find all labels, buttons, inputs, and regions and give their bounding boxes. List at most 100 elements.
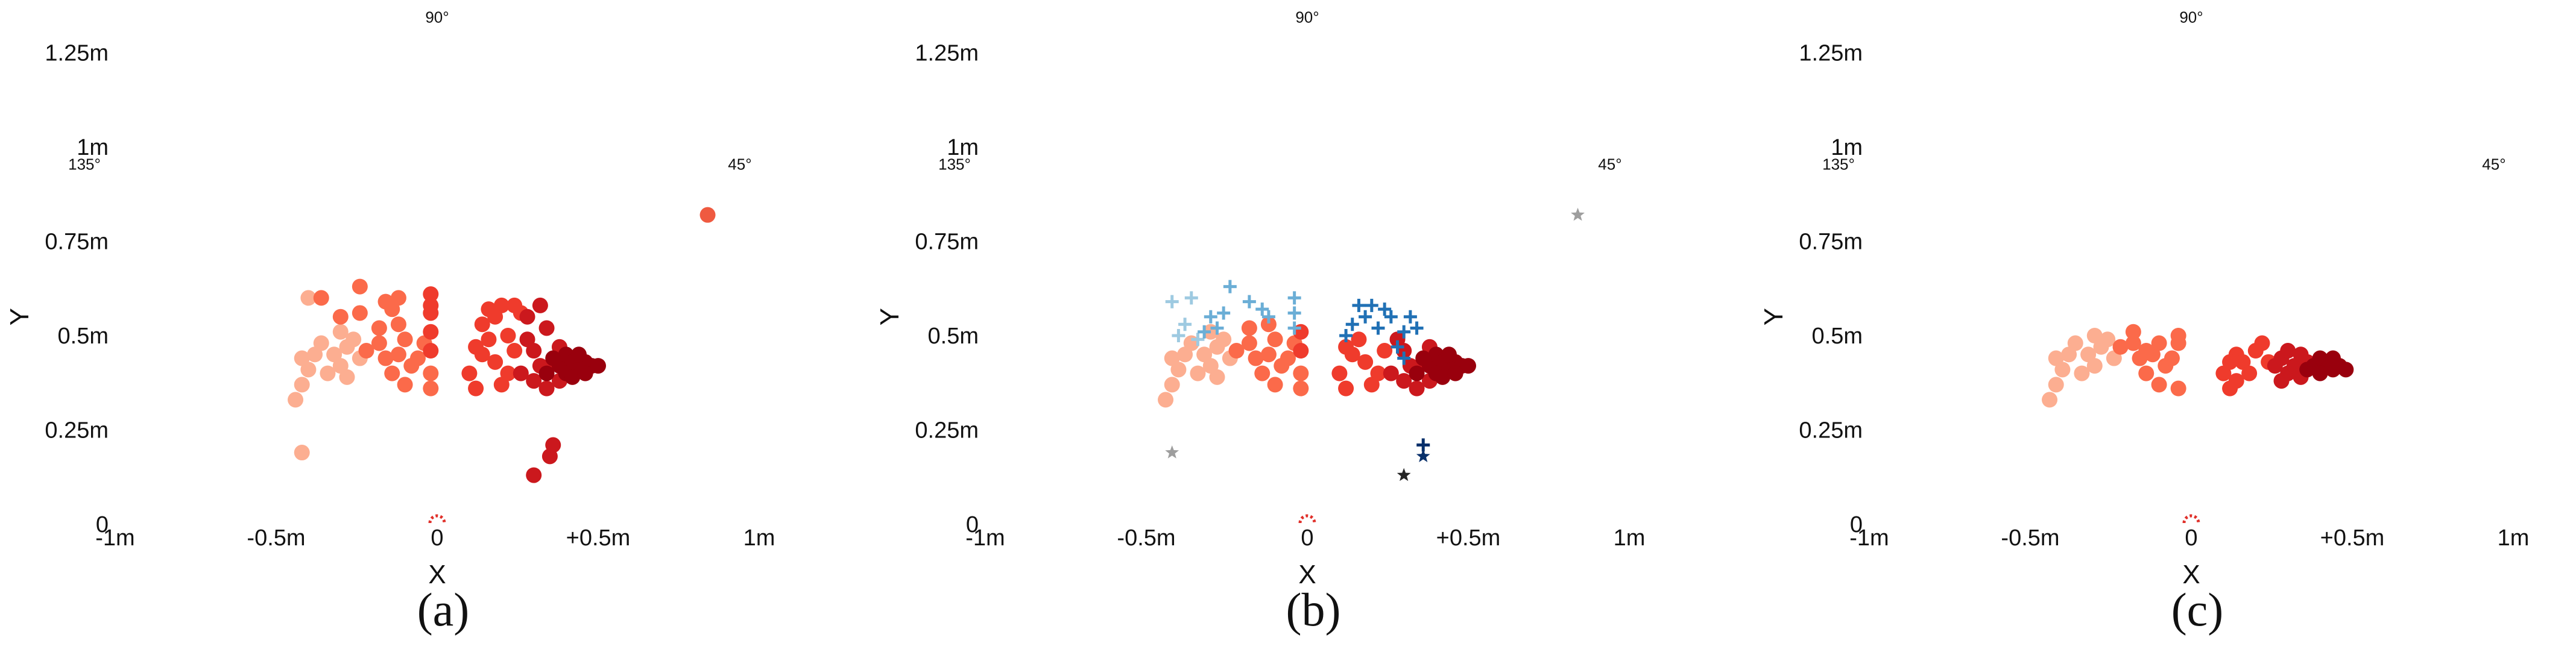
data-point <box>352 278 368 295</box>
data-point <box>409 350 426 366</box>
data-point <box>538 365 555 381</box>
origin-sensor-marker <box>1298 514 1316 524</box>
data-point <box>1351 331 1367 348</box>
data-point <box>346 331 362 348</box>
data-point <box>2048 377 2064 393</box>
y-tick-label: 0.75m <box>45 230 109 255</box>
data-point <box>423 297 439 313</box>
x-axis-title: X <box>2182 560 2200 589</box>
data-point-plus <box>1371 321 1385 335</box>
data-point-plus <box>1378 302 1392 316</box>
x-tick-label: 1m <box>2498 525 2530 551</box>
y-tick-label: 1m <box>947 135 979 160</box>
data-point <box>2138 365 2155 381</box>
x-tick-label: -1m <box>1849 525 1889 551</box>
data-point <box>371 335 387 351</box>
data-point <box>423 343 439 359</box>
x-tick-label: +0.5m <box>1436 525 1501 551</box>
data-point-star <box>1416 449 1430 462</box>
data-point-plus <box>1359 310 1372 324</box>
angle-label-45: 45° <box>728 155 751 174</box>
data-point-plus <box>1365 298 1378 312</box>
angle-label-135: 135° <box>68 155 101 174</box>
y-tick-label: 1.25m <box>915 41 979 66</box>
data-point <box>2151 377 2167 393</box>
data-point <box>1260 346 1277 363</box>
data-point <box>2325 350 2341 366</box>
data-point <box>1447 365 1463 381</box>
data-point <box>377 293 394 310</box>
data-point <box>1415 350 1432 366</box>
data-point <box>2138 343 2155 359</box>
data-point <box>2170 380 2186 396</box>
x-tick-label: 0 <box>1301 525 1313 551</box>
data-point-star <box>1397 468 1411 481</box>
data-point <box>487 309 504 325</box>
data-point <box>2112 339 2129 355</box>
angle-label-135: 135° <box>938 155 971 174</box>
angle-label-90: 90° <box>1295 8 1319 26</box>
x-tick-label: -0.5m <box>1117 525 1175 551</box>
data-point <box>1248 350 1264 366</box>
data-point <box>313 335 329 351</box>
data-point <box>1383 365 1399 381</box>
y-tick-label: 0.25m <box>915 418 979 443</box>
data-point-plus <box>1242 295 1256 309</box>
data-point <box>1377 343 1393 359</box>
data-point <box>500 328 516 343</box>
data-point <box>2273 373 2290 389</box>
data-point <box>545 437 561 453</box>
data-point <box>570 346 587 363</box>
data-point <box>2074 365 2090 381</box>
data-point <box>1409 380 1425 396</box>
x-tick-label: -1m <box>95 525 134 551</box>
data-point <box>507 343 523 359</box>
data-point <box>1435 369 1451 385</box>
data-point-plus <box>1345 318 1359 331</box>
data-point <box>487 354 504 370</box>
data-point-plus <box>1184 291 1198 305</box>
x-tick-label: -0.5m <box>2001 525 2059 551</box>
data-point <box>294 377 310 393</box>
y-tick-label: 1m <box>1831 135 1863 160</box>
origin-sensor-marker <box>2182 514 2200 524</box>
data-point <box>1409 365 1425 381</box>
data-point-plus <box>1165 295 1179 309</box>
x-axis-title: X <box>428 560 446 589</box>
panel-caption: (c) <box>2171 583 2224 636</box>
data-point <box>390 316 406 333</box>
data-point <box>1460 358 1476 374</box>
data-point <box>300 290 317 306</box>
y-axis-title: Y <box>875 308 904 325</box>
data-point <box>538 320 555 336</box>
data-point <box>1293 365 1309 381</box>
data-point-plus <box>1223 280 1237 293</box>
angle-label-90: 90° <box>425 8 449 26</box>
y-tick-label: 0 <box>96 512 109 537</box>
y-tick-label: 1.25m <box>1799 41 1863 66</box>
data-point <box>423 380 439 396</box>
data-point <box>545 350 561 366</box>
data-point-plus <box>1352 298 1366 312</box>
data-point-plus <box>1255 302 1269 316</box>
y-tick-label: 0 <box>1850 512 1863 537</box>
x-tick-label: +0.5m <box>566 525 631 551</box>
data-point-plus <box>1204 310 1217 324</box>
data-point <box>339 369 355 385</box>
y-tick-label: 0 <box>966 512 979 537</box>
data-point <box>1363 377 1380 393</box>
data-point-plus <box>1403 310 1417 324</box>
data-point-star <box>1571 207 1585 221</box>
data-point <box>2048 350 2064 366</box>
data-point <box>577 365 593 381</box>
data-point <box>1190 365 1206 381</box>
data-point-plus <box>1397 325 1411 339</box>
data-point <box>390 346 406 363</box>
data-point <box>2222 354 2238 370</box>
data-point <box>423 324 439 340</box>
data-point <box>564 369 581 385</box>
